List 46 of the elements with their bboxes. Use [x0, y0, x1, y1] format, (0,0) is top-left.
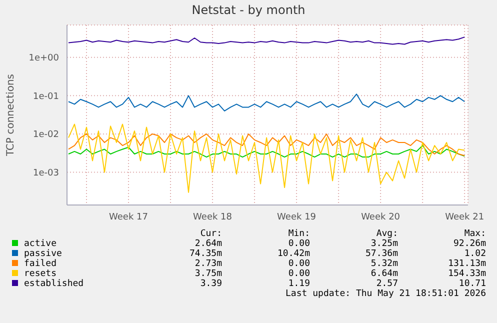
text: Max:	[463, 229, 486, 239]
text: Avg:	[375, 229, 398, 239]
text: Last update: Thu May 21 18:51:01 2026	[284, 289, 486, 299]
line-series	[68, 124, 466, 193]
line-series	[68, 94, 466, 112]
text: 1.02	[463, 249, 486, 259]
text: 5.32m	[370, 259, 398, 269]
text: 57.36m	[364, 249, 398, 259]
x-tick-label: Week 19	[277, 212, 316, 222]
text: 10.42m	[276, 249, 310, 259]
text: 131.13m	[447, 259, 486, 269]
line-series	[68, 36, 466, 45]
text: Cur:	[199, 229, 222, 239]
y-tick-label: 1e+00	[28, 54, 60, 64]
legend-label: resets	[24, 269, 58, 279]
text: 3.75m	[194, 269, 222, 279]
text: 0.00	[287, 239, 310, 249]
text: 1.19	[287, 279, 310, 289]
text: 10.71	[458, 279, 486, 289]
y-tick-label: 1e-02	[33, 130, 59, 140]
text: 74.35m	[188, 249, 222, 259]
text: Min:	[287, 229, 310, 239]
text: 0.00	[287, 259, 310, 269]
legend-label: established	[24, 279, 85, 289]
legend-label: failed	[24, 259, 58, 269]
text: 92.26m	[452, 239, 486, 249]
chart-title: Netstat - by month	[190, 2, 306, 19]
x-tick-label: Week 17	[109, 212, 148, 222]
x-tick-label: Week 18	[193, 212, 232, 222]
text: 3.39	[199, 279, 222, 289]
text: 6.64m	[370, 269, 398, 279]
line-series	[68, 133, 466, 156]
legend-label: passive	[24, 249, 63, 259]
text: 2.73m	[194, 259, 222, 269]
text: 0.00	[287, 269, 310, 279]
y-axis-title: TCP connections	[6, 74, 17, 158]
legend-label: active	[24, 239, 58, 249]
y-tick-label: 1e-01	[33, 92, 59, 102]
text: 154.33m	[447, 269, 486, 279]
text: 2.57	[375, 279, 398, 289]
text: 3.25m	[370, 239, 398, 249]
line-series	[68, 145, 466, 158]
text: 2.64m	[194, 239, 222, 249]
x-tick-label: Week 20	[361, 212, 400, 222]
y-tick-label: 1e-03	[33, 168, 59, 178]
x-tick-label: Week 21	[445, 212, 484, 222]
